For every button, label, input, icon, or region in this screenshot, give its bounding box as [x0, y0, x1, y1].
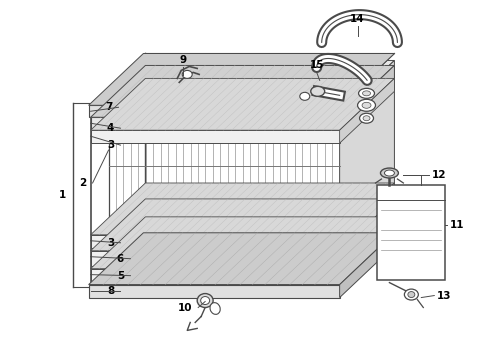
Polygon shape	[89, 285, 340, 298]
Polygon shape	[340, 66, 394, 130]
Ellipse shape	[300, 92, 310, 100]
Text: 4: 4	[107, 123, 114, 133]
Ellipse shape	[363, 91, 370, 96]
Text: 15: 15	[310, 60, 324, 71]
Polygon shape	[89, 54, 394, 105]
Text: 7: 7	[105, 102, 112, 112]
Polygon shape	[89, 233, 394, 285]
Text: 5: 5	[117, 271, 124, 281]
Ellipse shape	[380, 168, 398, 178]
Polygon shape	[91, 117, 340, 130]
Text: 9: 9	[180, 55, 187, 66]
Ellipse shape	[201, 297, 210, 305]
Text: 2: 2	[79, 178, 86, 188]
Polygon shape	[108, 112, 340, 275]
Polygon shape	[91, 78, 394, 130]
Polygon shape	[91, 235, 340, 248]
Ellipse shape	[358, 99, 375, 111]
Ellipse shape	[408, 292, 415, 298]
Ellipse shape	[311, 86, 325, 96]
Ellipse shape	[182, 71, 192, 78]
Ellipse shape	[197, 293, 213, 307]
Polygon shape	[91, 183, 394, 235]
Text: 3: 3	[107, 140, 114, 150]
Polygon shape	[91, 199, 394, 251]
Text: 3: 3	[107, 238, 114, 248]
Polygon shape	[91, 130, 340, 143]
Polygon shape	[340, 183, 394, 248]
Text: 8: 8	[107, 285, 114, 296]
Ellipse shape	[359, 88, 374, 98]
Polygon shape	[340, 78, 394, 143]
Polygon shape	[340, 199, 394, 266]
Text: 12: 12	[432, 170, 446, 180]
Text: 6: 6	[117, 254, 124, 264]
Polygon shape	[108, 60, 394, 112]
Polygon shape	[340, 217, 394, 283]
Polygon shape	[91, 269, 340, 283]
Polygon shape	[91, 66, 394, 117]
Polygon shape	[89, 105, 340, 117]
Polygon shape	[340, 233, 394, 298]
Ellipse shape	[385, 170, 394, 176]
Ellipse shape	[404, 289, 418, 300]
Ellipse shape	[362, 102, 371, 108]
Polygon shape	[377, 185, 445, 280]
Ellipse shape	[210, 303, 220, 314]
Text: 10: 10	[178, 302, 193, 312]
Ellipse shape	[360, 113, 373, 123]
Text: 13: 13	[437, 291, 451, 301]
Polygon shape	[91, 217, 394, 269]
Polygon shape	[91, 251, 340, 266]
Text: 1: 1	[59, 190, 66, 200]
Text: 11: 11	[450, 220, 465, 230]
Text: 14: 14	[350, 14, 365, 24]
Ellipse shape	[363, 116, 370, 121]
Polygon shape	[340, 60, 394, 275]
